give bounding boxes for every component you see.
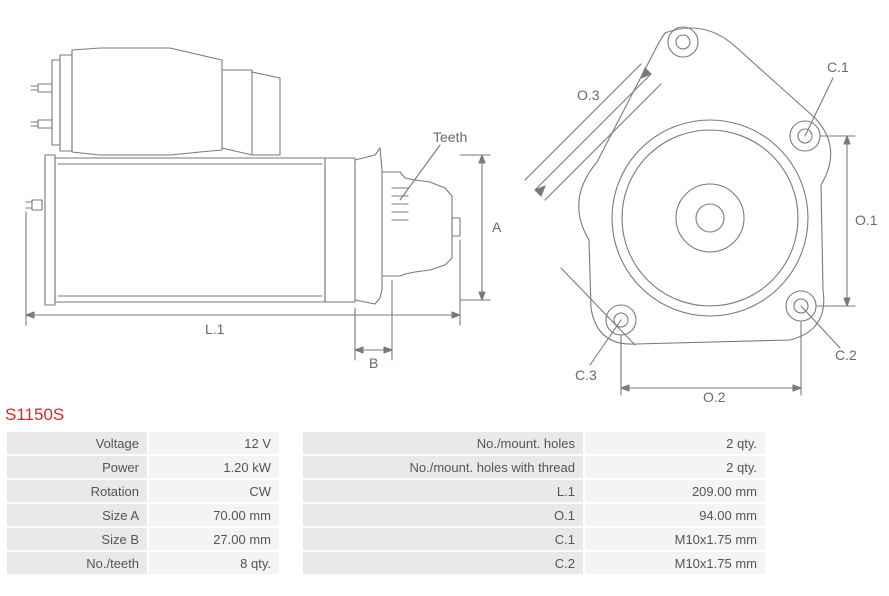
spec-label: C.2 bbox=[303, 552, 583, 574]
spec-label: C.1 bbox=[303, 528, 583, 550]
label-C3: C.3 bbox=[575, 367, 597, 383]
spec-label: No./mount. holes bbox=[303, 432, 583, 454]
table-row: RotationCW L.1209.00 mm bbox=[7, 480, 765, 502]
table-row: Size A70.00 mm O.194.00 mm bbox=[7, 504, 765, 526]
spec-value: M10x1.75 mm bbox=[585, 528, 765, 550]
spec-value: 2 qty. bbox=[585, 432, 765, 454]
spec-label: Rotation bbox=[7, 480, 147, 502]
label-O1: O.1 bbox=[855, 212, 878, 228]
spec-value: 2 qty. bbox=[585, 456, 765, 478]
spec-value: 94.00 mm bbox=[585, 504, 765, 526]
spec-value: M10x1.75 mm bbox=[585, 552, 765, 574]
label-C1: C.1 bbox=[827, 59, 849, 75]
spec-value: 8 qty. bbox=[149, 552, 279, 574]
part-number: S1150S bbox=[5, 405, 64, 425]
spec-value: 70.00 mm bbox=[149, 504, 279, 526]
table-row: Size B27.00 mm C.1M10x1.75 mm bbox=[7, 528, 765, 550]
spec-label: Power bbox=[7, 456, 147, 478]
label-A: A bbox=[492, 219, 502, 235]
spec-label: L.1 bbox=[303, 480, 583, 502]
label-O3: O.3 bbox=[577, 87, 600, 103]
label-O2: O.2 bbox=[703, 389, 726, 405]
table-row: Power1.20 kW No./mount. holes with thread… bbox=[7, 456, 765, 478]
spec-label: Size B bbox=[7, 528, 147, 550]
spec-value: 12 V bbox=[149, 432, 279, 454]
spec-value: CW bbox=[149, 480, 279, 502]
table-row: Voltage12 V No./mount. holes2 qty. bbox=[7, 432, 765, 454]
spec-table: Voltage12 VNo./mount. holes2 qty.Power1.… bbox=[5, 430, 767, 576]
label-L1: L.1 bbox=[205, 321, 225, 337]
spec-label: Voltage bbox=[7, 432, 147, 454]
label-C2: C.2 bbox=[835, 347, 857, 363]
front-view-drawing: C.1 C.2 C.3 O.1 O.2 O.3 bbox=[505, 0, 885, 405]
spec-value: 209.00 mm bbox=[585, 480, 765, 502]
table-row: No./teeth8 qty. C.2M10x1.75 mm bbox=[7, 552, 765, 574]
spec-value: 1.20 kW bbox=[149, 456, 279, 478]
label-teeth: Teeth bbox=[433, 129, 467, 145]
spec-label: Size A bbox=[7, 504, 147, 526]
spec-label: No./mount. holes with thread bbox=[303, 456, 583, 478]
label-B: B bbox=[369, 355, 378, 371]
spec-label: O.1 bbox=[303, 504, 583, 526]
side-view-drawing: Teeth A B L.1 bbox=[0, 0, 510, 405]
spec-value: 27.00 mm bbox=[149, 528, 279, 550]
spec-label: No./teeth bbox=[7, 552, 147, 574]
technical-drawings: Teeth A B L.1 bbox=[0, 0, 889, 405]
